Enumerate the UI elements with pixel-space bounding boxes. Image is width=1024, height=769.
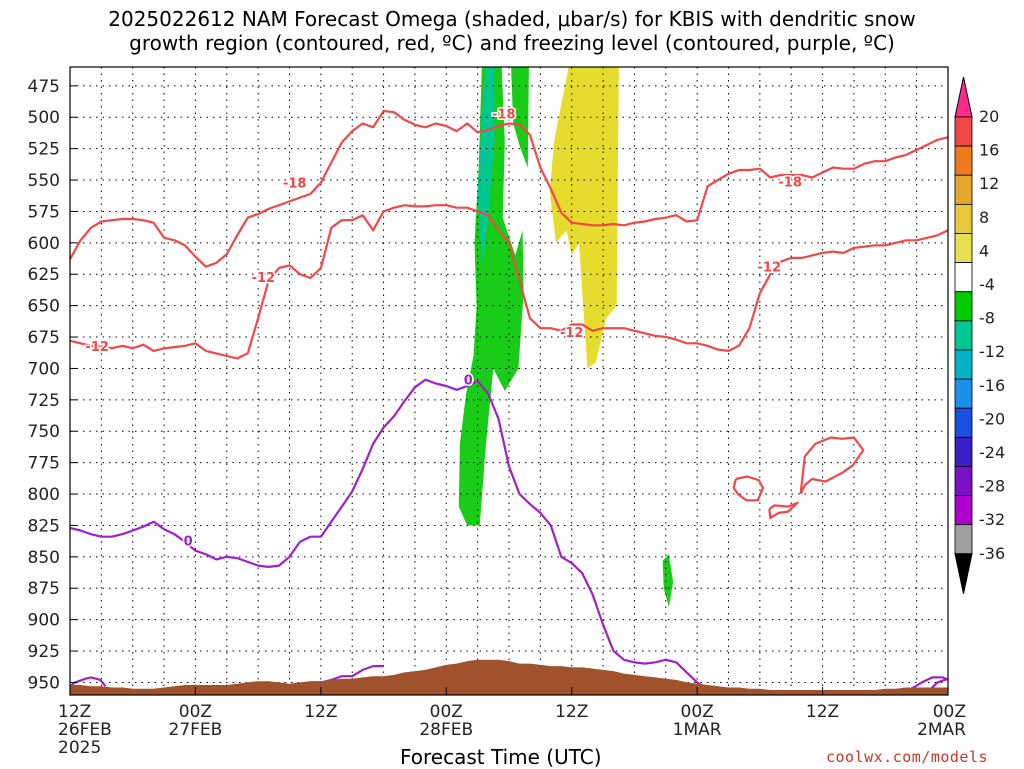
contour-label: -12	[560, 326, 584, 341]
x-tick-label: 00Z	[179, 702, 212, 722]
colorbar-label: -4	[979, 275, 995, 294]
colorbar-label: -8	[979, 309, 995, 328]
colorbar-swatch	[954, 349, 973, 380]
colorbar-swatch	[954, 291, 973, 322]
contour-label: 0	[184, 535, 193, 550]
y-tick-label: 650	[28, 297, 60, 317]
colorbar-label: 12	[979, 174, 999, 193]
colorbar-swatch	[954, 495, 973, 526]
y-tick-label: 575	[28, 202, 60, 222]
y-tick-label: 750	[28, 422, 60, 442]
chart-title-line-2: growth region (contoured, red, ºC) and f…	[129, 31, 895, 55]
colorbar-swatch	[954, 320, 973, 351]
contour-label: -12	[85, 340, 109, 355]
x-tick-date: 2MAR	[917, 720, 966, 740]
y-tick-label: 525	[28, 140, 60, 160]
y-tick-label: 775	[28, 454, 60, 474]
chart-title-line-1: 2025022612 NAM Forecast Omega (shaded, μ…	[108, 7, 916, 31]
colorbar-swatch	[954, 203, 973, 234]
x-tick-label: 12Z	[58, 702, 91, 722]
x-tick-date: 27FEB	[169, 720, 223, 740]
contour-label: -12	[252, 271, 276, 286]
contour-line	[799, 436, 865, 495]
colorbar-arrow-bottom	[954, 553, 973, 594]
x-tick-label: 00Z	[681, 702, 714, 722]
colorbar-swatch	[954, 466, 973, 496]
y-tick-label: 950	[28, 673, 60, 693]
y-tick-label: 725	[28, 391, 60, 411]
y-tick-label: 825	[28, 516, 60, 536]
contour-line	[70, 109, 948, 268]
contour-label: -18	[283, 177, 307, 192]
colorbar-swatch	[954, 524, 973, 555]
colorbar-swatch	[954, 436, 973, 467]
colorbar-arrow-top	[954, 76, 973, 118]
colorbar-label: -28	[979, 477, 1005, 496]
colorbar-swatch	[954, 145, 973, 176]
y-tick-label: 675	[28, 328, 60, 348]
x-tick-label: 12Z	[555, 702, 588, 722]
contour-line	[768, 501, 799, 519]
colorbar-label: 16	[979, 141, 999, 160]
y-tick-label: 500	[28, 108, 60, 128]
colorbar-label: 4	[979, 241, 989, 260]
colorbar-swatch	[954, 378, 973, 409]
contour-label: 0	[464, 374, 473, 389]
y-tick-label: 475	[28, 77, 60, 97]
contour-label: -18	[492, 107, 516, 122]
terrain-fill	[70, 659, 948, 695]
y-tick-label: 925	[28, 642, 60, 662]
y-tick-label: 850	[28, 548, 60, 568]
plot-frame	[69, 66, 949, 696]
omega-shade-green	[458, 67, 524, 526]
colorbar-label: -32	[979, 510, 1005, 529]
y-tick-label: 550	[28, 171, 60, 191]
colorbar-label: -20	[979, 409, 1005, 428]
x-tick-label: 12Z	[304, 702, 337, 722]
colorbar-swatch	[954, 116, 973, 147]
contour-line	[732, 475, 765, 502]
x-tick-date: 1MAR	[673, 720, 722, 740]
colorbar-label: 20	[979, 107, 999, 126]
x-tick-year: 2025	[58, 738, 101, 758]
colorbar-swatch	[954, 407, 973, 438]
y-tick-label: 625	[28, 265, 60, 285]
y-tick-label: 700	[28, 359, 60, 379]
colorbar-swatch	[954, 174, 973, 205]
contour-line	[70, 204, 948, 360]
x-tick-date: 26FEB	[58, 720, 112, 740]
x-tick-label: 00Z	[430, 702, 463, 722]
colorbar-swatch	[954, 262, 973, 293]
y-tick-label: 800	[28, 485, 60, 505]
omega-shade-green-low	[662, 554, 674, 608]
omega-shade-yellow	[549, 67, 619, 369]
site-credit: coolwx.com/models	[826, 748, 989, 766]
contour-line	[70, 676, 107, 688]
x-tick-label: 12Z	[806, 702, 839, 722]
x-tick-label: 00Z	[933, 702, 966, 722]
y-tick-label: 900	[28, 611, 60, 631]
colorbar-label: -16	[979, 376, 1005, 395]
colorbar-label: -24	[979, 443, 1005, 462]
contour-label: -12	[758, 261, 782, 276]
colorbar-swatch	[954, 233, 973, 263]
y-tick-label: 875	[28, 579, 60, 599]
y-tick-label: 600	[28, 234, 60, 254]
colorbar-label: -12	[979, 342, 1005, 361]
x-tick-date: 28FEB	[419, 720, 473, 740]
x-axis-title: Forecast Time (UTC)	[400, 745, 602, 769]
contour-label: -18	[778, 175, 802, 190]
colorbar-label: 8	[979, 208, 989, 227]
omega-shade-teal	[477, 67, 495, 268]
colorbar-label: -36	[979, 544, 1005, 563]
